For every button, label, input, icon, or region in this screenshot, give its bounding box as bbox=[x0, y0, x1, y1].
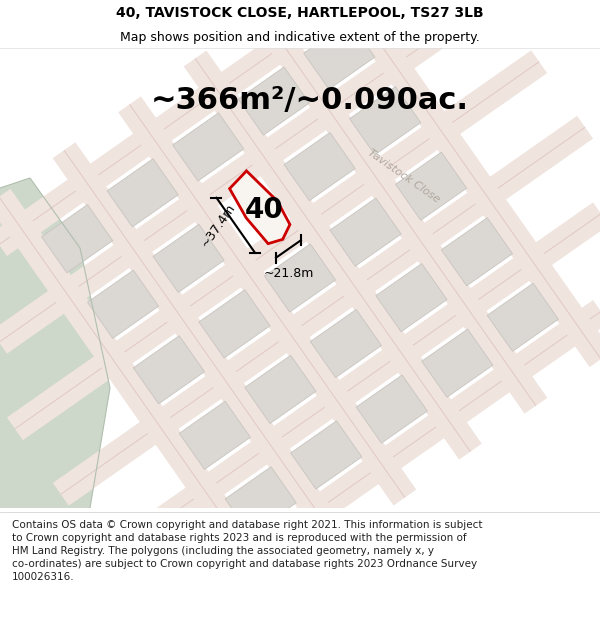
Bar bbox=[225, 467, 296, 535]
Text: Tavistock Close: Tavistock Close bbox=[367, 147, 442, 204]
Text: ~21.8m: ~21.8m bbox=[263, 267, 314, 280]
Text: 40, TAVISTOCK CLOSE, HARTLEPOOL, TS27 3LB: 40, TAVISTOCK CLOSE, HARTLEPOOL, TS27 3L… bbox=[116, 6, 484, 21]
Bar bbox=[153, 224, 224, 292]
Bar bbox=[173, 113, 244, 181]
Bar bbox=[350, 87, 421, 155]
Bar bbox=[330, 198, 401, 266]
Bar bbox=[356, 375, 427, 443]
Bar bbox=[133, 336, 205, 404]
Bar bbox=[487, 283, 559, 351]
Text: 40: 40 bbox=[245, 196, 284, 224]
Bar bbox=[284, 132, 355, 201]
Bar bbox=[422, 329, 493, 398]
Text: Map shows position and indicative extent of the property.: Map shows position and indicative extent… bbox=[120, 31, 480, 44]
Bar bbox=[290, 421, 362, 489]
Bar bbox=[199, 290, 270, 358]
Bar bbox=[310, 309, 382, 378]
Bar bbox=[265, 244, 335, 312]
Bar bbox=[442, 217, 512, 286]
Bar bbox=[395, 152, 467, 220]
Bar bbox=[179, 401, 250, 469]
Bar bbox=[107, 159, 178, 227]
Polygon shape bbox=[0, 178, 110, 508]
Bar bbox=[88, 270, 158, 338]
Bar bbox=[376, 264, 447, 332]
Polygon shape bbox=[230, 171, 290, 244]
Text: ~37.4m: ~37.4m bbox=[198, 201, 238, 249]
Bar bbox=[41, 204, 113, 272]
Text: Contains OS data © Crown copyright and database right 2021. This information is : Contains OS data © Crown copyright and d… bbox=[12, 520, 482, 582]
Text: ~366m²/~0.090ac.: ~366m²/~0.090ac. bbox=[151, 86, 469, 114]
Bar bbox=[245, 356, 316, 424]
Bar bbox=[238, 67, 310, 135]
Bar bbox=[304, 21, 375, 89]
